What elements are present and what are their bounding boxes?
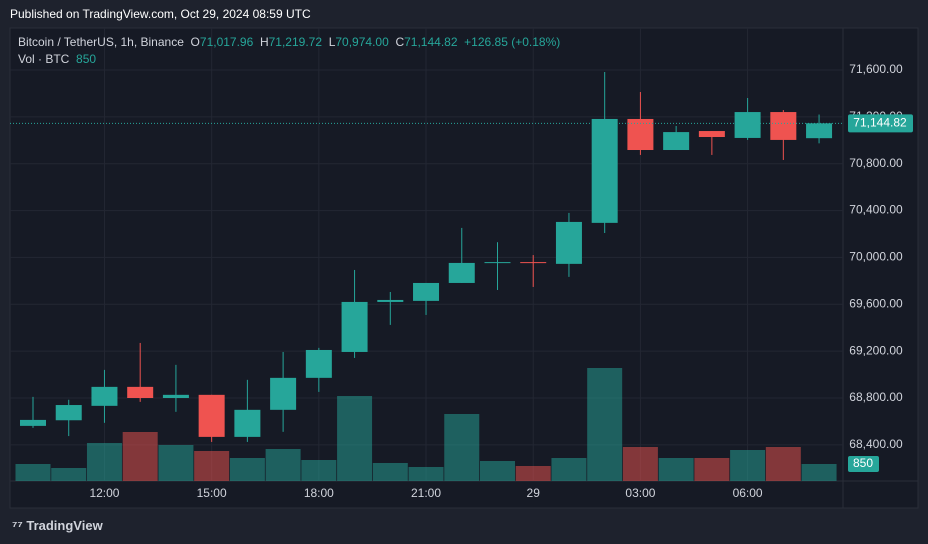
legend: Bitcoin / TetherUS, 1h, Binance O71,017.… [18,35,560,49]
volume-bar [229,458,265,481]
y-tick-label: 69,600.00 [849,296,903,310]
candle-body [555,221,582,264]
candle-body [591,118,618,223]
last-price-box [848,114,913,133]
volume-bar [194,451,230,481]
y-tick-label: 70,800.00 [849,156,903,170]
x-tick-label: 12:00 [89,486,119,500]
legend-c-value: 71,144.82 [404,35,458,49]
brand: ⁷⁷ TradingView [12,518,103,533]
volume-bar [765,447,801,481]
candle-body [20,419,46,426]
volume-bar [15,464,51,481]
volume-bar [408,467,444,481]
volume-bar [694,458,730,481]
volume-legend: Vol · BTC 850 [18,52,96,66]
volume-bar [730,450,766,481]
last-volume-box [848,456,879,472]
candle-body [806,123,833,139]
legend-h-value: 71,219.72 [268,35,323,49]
candle-body [162,394,189,398]
x-tick-label: 18:00 [304,486,334,500]
y-tick-label: 70,000.00 [849,250,903,264]
last-volume-label: 850 [853,456,873,470]
candle-body [270,377,297,410]
legend-c-label: C [395,35,405,49]
candle-body [234,409,261,437]
candle-body [520,262,547,264]
volume-legend-value: 850 [76,52,97,66]
legend-o-value: 71,017.96 [199,35,254,49]
y-tick-label: 71,600.00 [849,62,903,76]
candle-body [698,131,725,138]
candle-body [734,112,761,138]
last-price-label: 71,144.82 [853,115,907,129]
legend-change: +126.85 (+0.18%) [464,35,561,49]
volume-bar [337,396,373,481]
volume-bar [479,461,515,481]
volume-bar [372,463,408,481]
legend-o-label: O [190,35,200,49]
volume-bar [86,443,122,481]
volume-bar [622,447,658,481]
brand-logo: ⁷⁷ [12,518,27,533]
y-tick-label: 69,200.00 [849,343,903,357]
candle-body [484,262,511,264]
volume-bar [301,460,337,481]
volume-bar [801,464,837,481]
volume-bar [158,445,194,481]
volume-bar [587,368,623,481]
volume-bar [515,466,551,481]
y-tick-label: 70,400.00 [849,203,903,217]
candle-body [413,282,440,301]
x-tick-label: 03:00 [625,486,655,500]
volume-legend-label: Vol · BTC [18,52,70,66]
candle-body [91,386,118,406]
candle-body [127,386,154,398]
x-tick-label: 15:00 [197,486,227,500]
x-tick-label: 29 [527,486,541,500]
brand-text: TradingView [26,518,103,533]
candle-body [627,118,654,151]
legend-h-label: H [259,35,269,49]
x-tick-label: 21:00 [411,486,441,500]
x-tick-label: 06:00 [733,486,763,500]
volume-bar [551,458,587,481]
y-tick-label: 68,400.00 [849,437,903,451]
volume-bar [51,468,87,481]
candle-body [663,132,690,151]
candle-body [377,299,404,302]
volume-bar [122,432,158,481]
volume-bar [444,414,480,481]
volume-bar [658,458,694,481]
legend-title: Bitcoin / TetherUS, 1h, Binance [18,35,184,49]
published-note: Published on TradingView.com, Oct 29, 20… [10,7,311,21]
candle-body [770,112,797,140]
candle-body [198,394,225,437]
legend-l-label: L [328,35,336,49]
candle-body [341,301,368,352]
candle-body [448,262,475,283]
candle-body [305,349,332,378]
y-tick-label: 68,800.00 [849,390,903,404]
volume-bar [265,449,301,481]
candle-body [55,405,82,421]
legend-l-value: 70,974.00 [335,35,389,49]
